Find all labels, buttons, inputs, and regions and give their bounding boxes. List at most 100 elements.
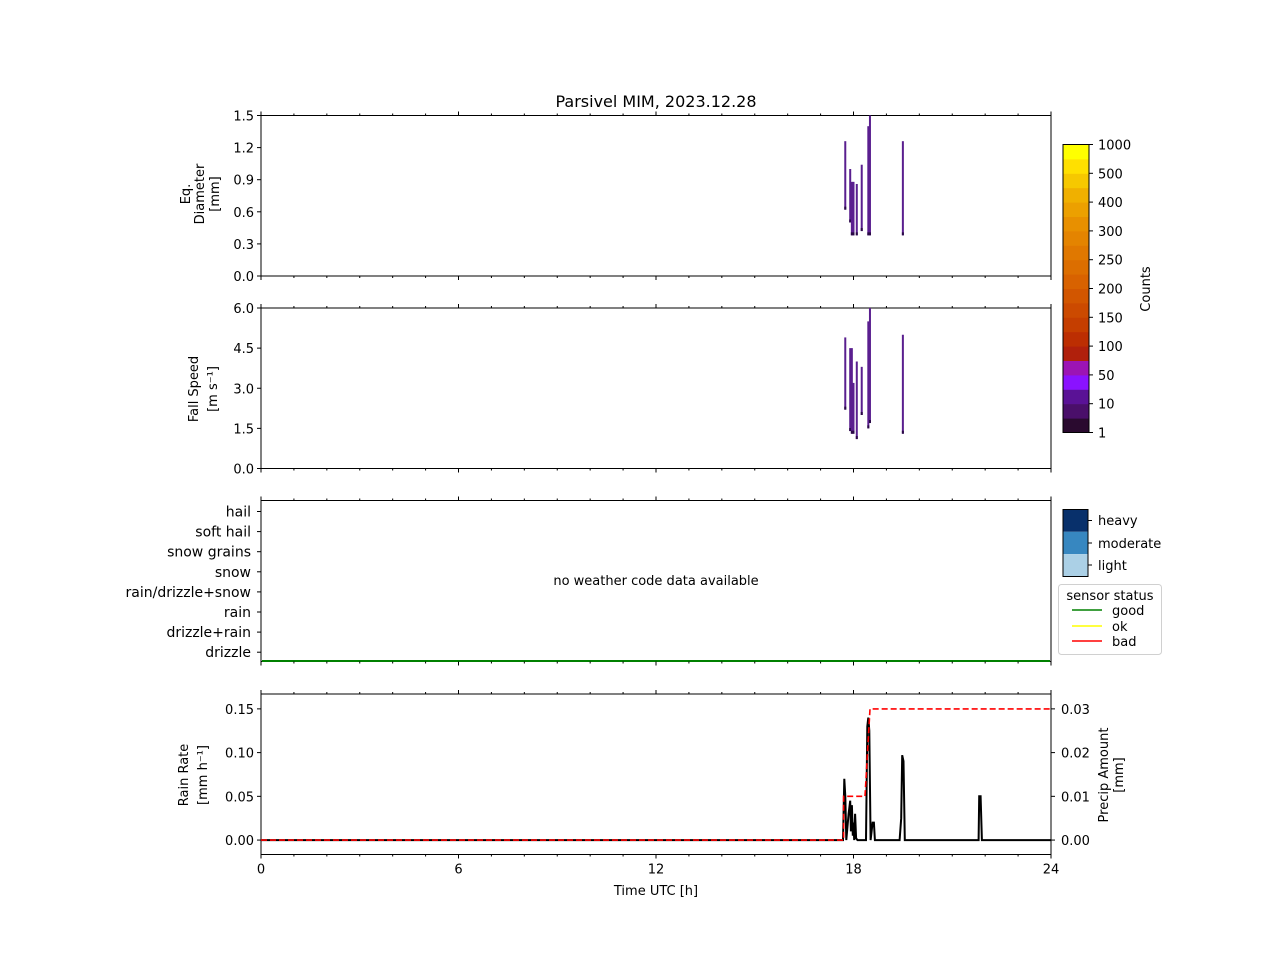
status-legend-title: sensor status <box>1066 589 1153 604</box>
heatmap-column <box>855 183 858 236</box>
rain-rate-y-tick-label: 0.15 <box>225 703 254 718</box>
y-tick-label: 0.0 <box>233 463 254 478</box>
colorbar-swatch <box>1063 360 1089 376</box>
colorbar-label: Counts <box>1139 266 1154 312</box>
heatmap-column-low-count <box>855 436 858 440</box>
status-legend-box <box>1058 584 1162 655</box>
y-tick-label: 1.5 <box>233 422 254 437</box>
colorbar-swatch <box>1063 331 1089 347</box>
intensity-legend: heavy moderate light <box>1062 509 1161 577</box>
no-data-message: no weather code data available <box>553 574 758 589</box>
fall-speed-y-ticks: 0.0 1.5 3.0 4.5 6.0 <box>233 302 261 478</box>
colorbar-swatch <box>1063 259 1089 275</box>
diameter-x-ticks <box>260 111 1052 280</box>
precip-amount-ylabel-1: Precip Amount <box>1097 728 1112 823</box>
x-tick-label: 0 <box>257 863 265 878</box>
diameter-ylabel-2: Diameter <box>193 163 208 224</box>
rain-rate-line <box>261 717 1051 842</box>
fall-speed-ylabel-2: [m s⁻¹] <box>206 366 221 412</box>
weather-category-label: hail <box>226 505 251 521</box>
rain-rate-ylabel-1: Rain Rate <box>177 744 192 807</box>
colorbar-swatch <box>1063 403 1089 419</box>
colorbar-tick-label: 1000 <box>1098 139 1131 154</box>
heatmap-column-low-count <box>868 232 871 236</box>
colorbar-swatch <box>1063 317 1089 333</box>
weather-category-label: rain/drizzle+snow <box>126 585 251 601</box>
y-tick-label: 0.0 <box>233 270 254 285</box>
heatmap-column <box>850 181 853 236</box>
precip-amount-y-tick-label: 0.02 <box>1061 747 1090 762</box>
heatmap-column-low-count <box>901 232 904 236</box>
heatmap-column-low-count <box>868 420 871 424</box>
precip-amount-y-tick-label: 0.01 <box>1061 790 1090 805</box>
x-tick-label: 12 <box>648 863 665 878</box>
weather-code-panel: hail soft hail snow grains snow rain/drizzle… <box>126 496 1162 666</box>
intensity-label-heavy: heavy <box>1098 514 1138 529</box>
figure-title: Parsivel MIM, 2023.12.28 <box>555 92 756 111</box>
heatmap-column <box>868 308 871 424</box>
weather-x-ticks <box>260 496 1052 666</box>
precip-amount-y-ticks: 0.00 0.01 0.02 0.03 <box>1051 703 1090 849</box>
heatmap-column-low-count <box>855 232 858 236</box>
colorbar-swatch <box>1063 374 1089 390</box>
diameter-axes-frame <box>260 115 1052 277</box>
intensity-swatch-heavy <box>1063 509 1088 532</box>
heatmap-column <box>860 366 863 415</box>
heatmap-column <box>852 382 855 434</box>
intensity-swatch-moderate <box>1063 531 1088 555</box>
weather-category-label: rain <box>224 605 251 621</box>
heatmap-column <box>901 334 904 434</box>
rain-rate-y-ticks: 0.00 0.05 0.10 0.15 <box>225 703 261 849</box>
heatmap-column-low-count <box>867 232 870 236</box>
heatmap-column-low-count <box>850 232 853 236</box>
diameter-heatmap <box>844 115 904 236</box>
colorbar-swatch <box>1063 158 1089 174</box>
heatmap-column <box>855 361 858 440</box>
heatmap-column-low-count <box>860 228 863 232</box>
colorbar-swatch <box>1063 418 1089 433</box>
colorbar-swatch <box>1063 202 1089 217</box>
colorbar-swatch <box>1063 187 1089 203</box>
sensor-status-legend: sensor status good ok bad <box>1058 584 1162 655</box>
heatmap-column-low-count <box>849 219 852 223</box>
weather-category-label: snow grains <box>167 545 251 561</box>
heatmap-column-low-count <box>852 430 855 434</box>
colorbar-ticks: 1000 500 400 300 250 200 150 100 50 10 1 <box>1089 139 1131 442</box>
rain-panel: 0.00 0.05 0.10 0.15 0.00 0.01 0.02 0.03 0 6 12 18… <box>177 690 1127 899</box>
diameter-ylabel-3: [mm] <box>208 176 223 211</box>
fall-speed-x-ticks <box>260 304 1052 473</box>
colorbar-swatch <box>1063 389 1089 405</box>
y-tick-label: 0.9 <box>233 174 254 189</box>
heatmap-column <box>868 115 871 236</box>
colorbar-swatch <box>1063 302 1089 318</box>
heatmap-column-low-count <box>860 412 863 415</box>
heatmap-column <box>867 321 870 429</box>
y-tick-label: 1.5 <box>233 110 254 125</box>
heatmap-column-low-count <box>849 428 852 432</box>
rain-rate-y-tick-label: 0.00 <box>225 834 254 849</box>
colorbar-swatch <box>1063 216 1089 232</box>
colorbar-tick-label: 500 <box>1098 167 1123 182</box>
intensity-swatch-light <box>1063 554 1088 577</box>
colorbar-swatch <box>1063 144 1089 160</box>
heatmap-column-low-count <box>901 430 904 434</box>
intensity-label-moderate: moderate <box>1098 537 1161 552</box>
intensity-label-light: light <box>1098 559 1127 574</box>
x-tick-label: 6 <box>454 863 462 878</box>
colorbar-swatch <box>1063 274 1089 289</box>
time-xlabel: Time UTC [h] <box>613 884 698 899</box>
colorbar-tick-label: 10 <box>1098 398 1115 413</box>
fall-speed-axes-frame <box>260 307 1052 469</box>
colorbar-swatch <box>1063 245 1089 261</box>
precip-amount-line <box>261 708 1051 841</box>
colorbar-swatch <box>1063 288 1089 304</box>
colorbar-swatches <box>1063 144 1089 433</box>
y-tick-label: 6.0 <box>233 302 254 317</box>
colorbar-swatch <box>1063 173 1089 189</box>
y-tick-label: 4.5 <box>233 342 254 357</box>
diameter-ylabel-1: Eq. <box>179 184 194 205</box>
colorbar-tick-label: 50 <box>1098 369 1115 384</box>
y-tick-label: 0.3 <box>233 238 254 253</box>
rain-axes-frame <box>260 693 1052 855</box>
colorbar-swatch <box>1063 346 1089 361</box>
